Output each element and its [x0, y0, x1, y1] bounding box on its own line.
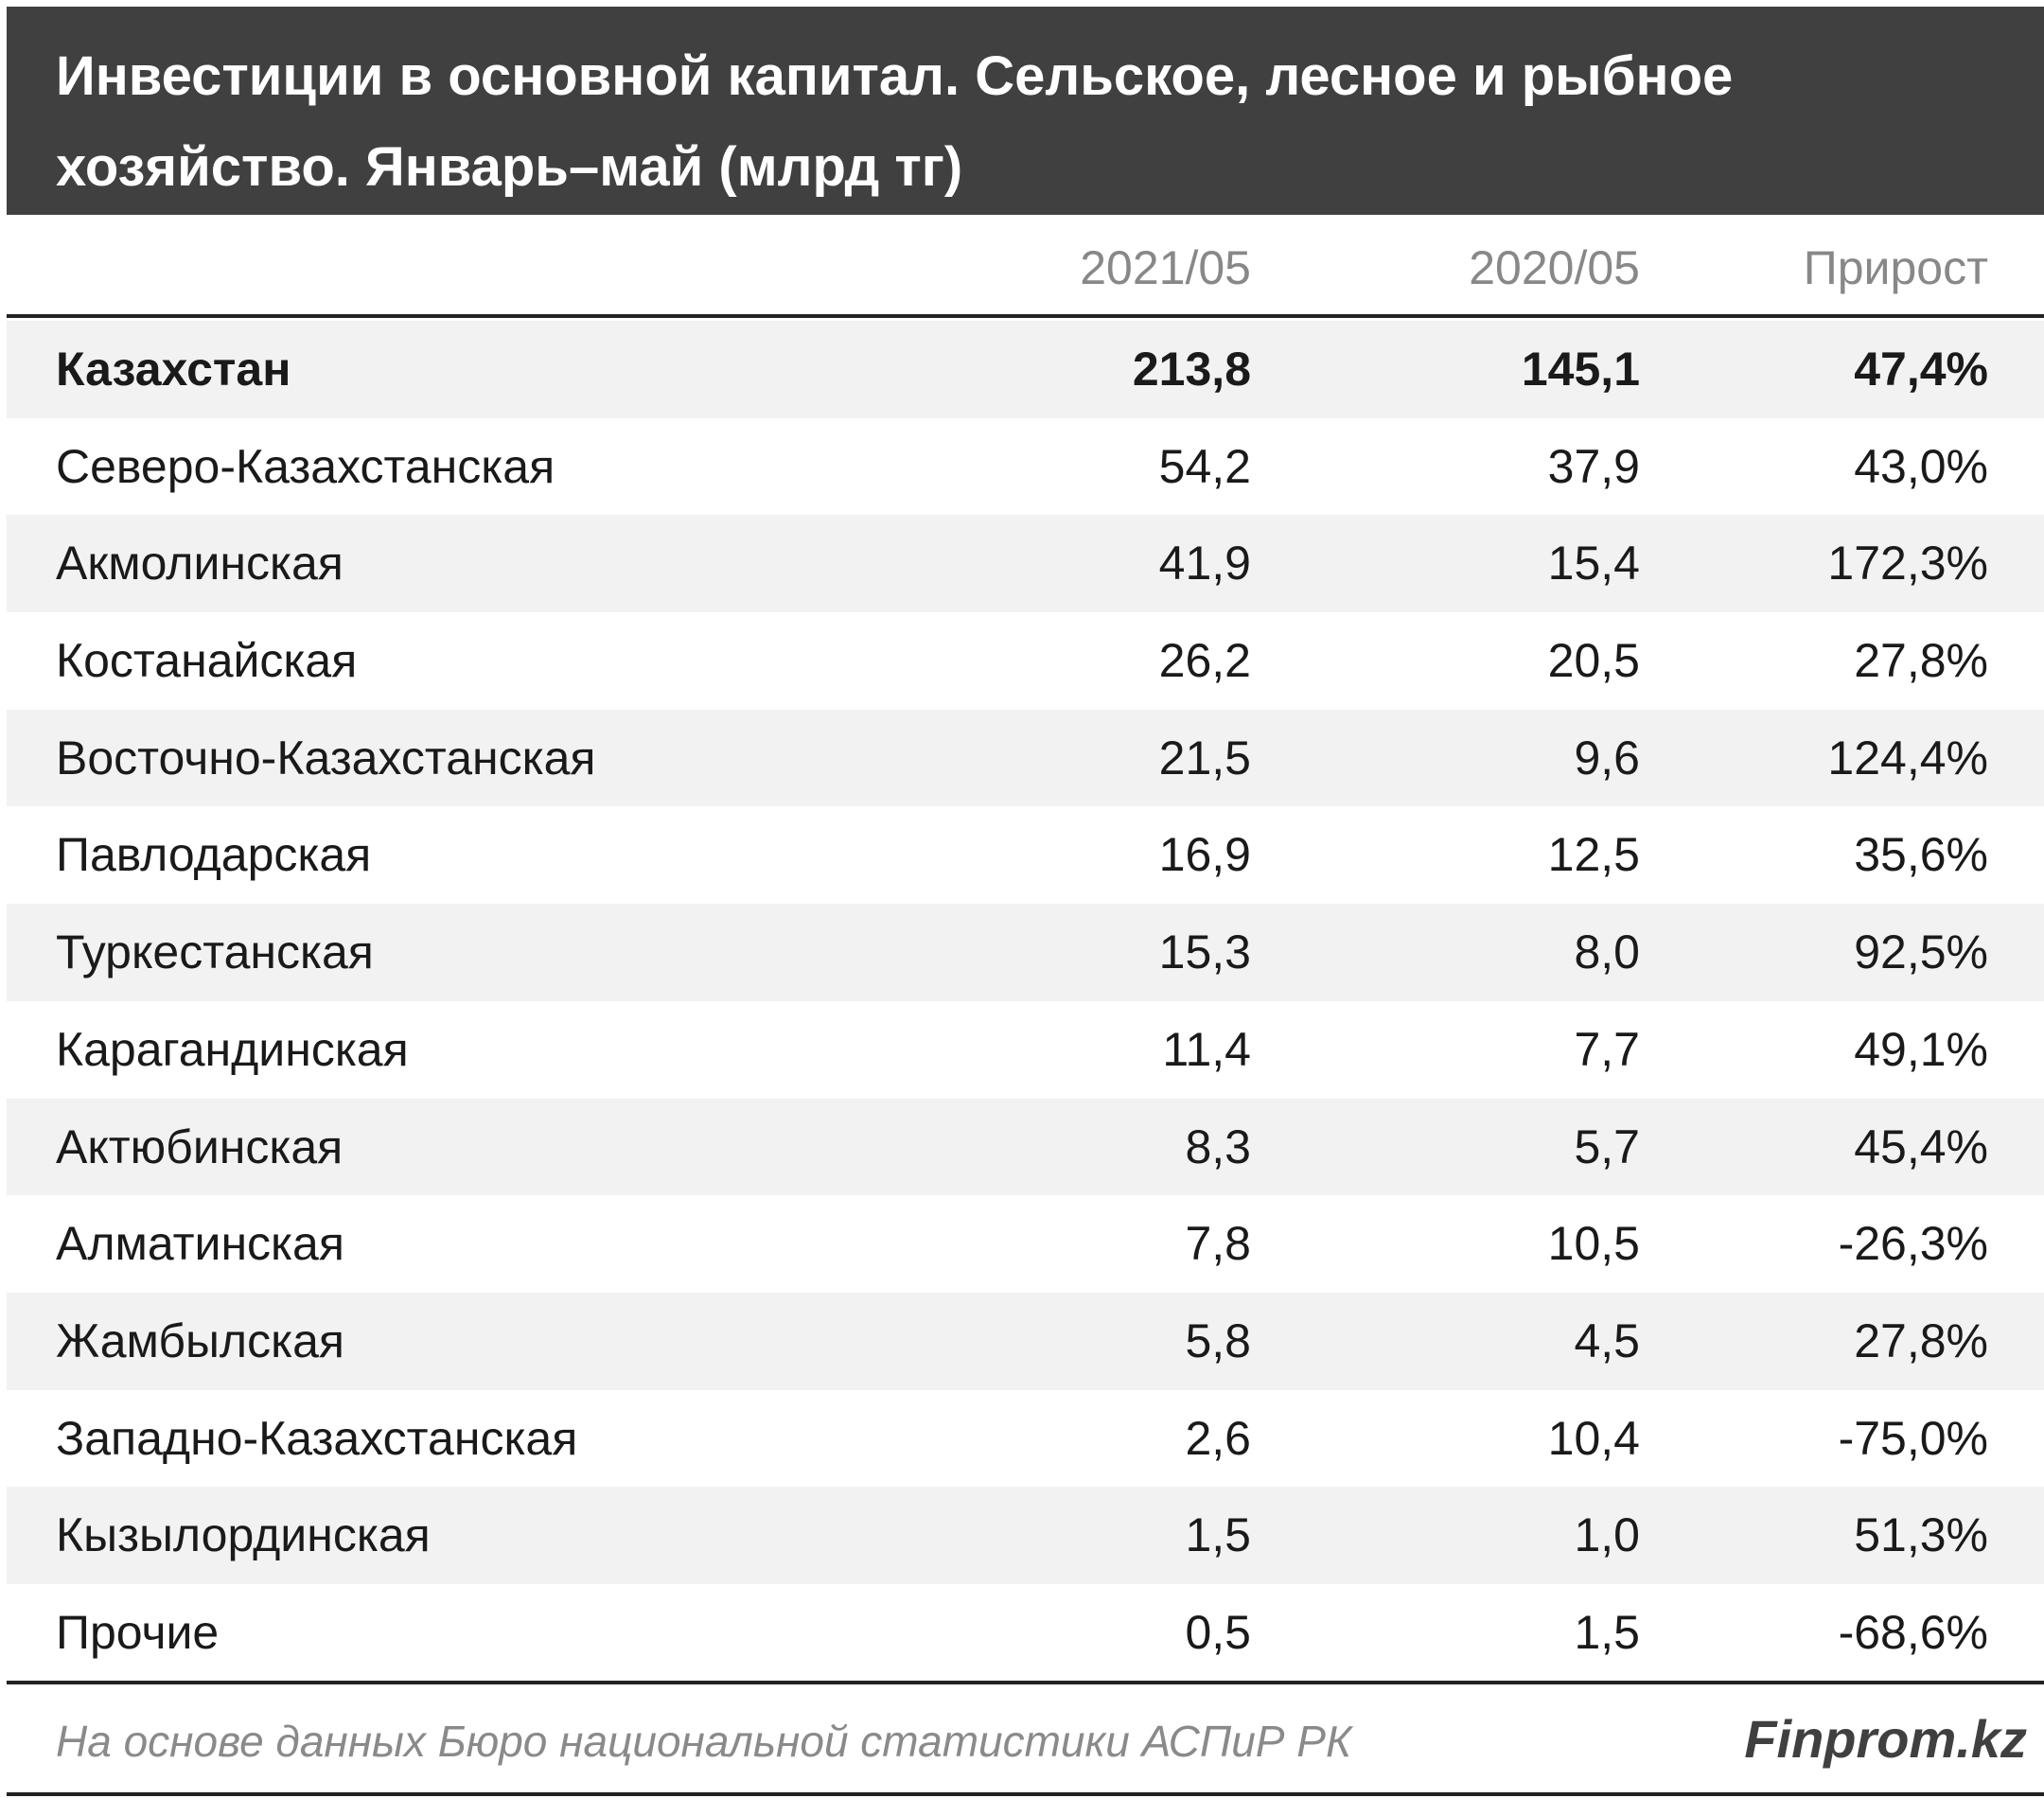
- cell: 9,6: [1574, 731, 1640, 784]
- table-row: Акмолинская 41,9 15,4 172,3%: [7, 515, 2044, 613]
- row-label: Восточно-Казахстанская: [56, 731, 596, 784]
- table-body: Казахстан 213,8 145,1 47,4% Северо-Казахстан…: [7, 321, 2044, 1682]
- cell: 49,1%: [1854, 1022, 1988, 1076]
- table-row: Прочие 0,5 1,5 -68,6%: [7, 1584, 2044, 1682]
- cell: 1,5: [1574, 1605, 1640, 1659]
- title-line: Инвестиции в основной капитал. Сельское,…: [56, 45, 1734, 107]
- row-label: Туркестанская: [56, 925, 374, 979]
- cell: 5,8: [1185, 1313, 1251, 1367]
- row-label: Северо-Казахстанская: [56, 439, 555, 493]
- cell: 8,3: [1185, 1119, 1251, 1173]
- cell: -26,3%: [1838, 1217, 1988, 1271]
- cell: 8,0: [1574, 925, 1640, 979]
- cell: 124,4%: [1827, 731, 1988, 784]
- table-row: Алматинская 7,8 10,5 -26,3%: [7, 1195, 2044, 1293]
- cell: 5,7: [1574, 1119, 1640, 1173]
- cell: -68,6%: [1838, 1605, 1988, 1659]
- cell: -75,0%: [1838, 1411, 1988, 1465]
- title-bar: Инвестиции в основной капитал. Сельское,…: [7, 7, 2044, 215]
- row-label: Западно-Казахстанская: [56, 1411, 578, 1465]
- table-row: Западно-Казахстанская 2,6 10,4 -75,0%: [7, 1390, 2044, 1488]
- table-row: Карагандинская 11,4 7,7 49,1%: [7, 1001, 2044, 1099]
- cell: 37,9: [1547, 439, 1640, 493]
- table-row: Жамбылская 5,8 4,5 27,8%: [7, 1292, 2044, 1390]
- row-label: Павлодарская: [56, 828, 372, 882]
- cell: 10,4: [1547, 1411, 1640, 1465]
- cell: 145,1: [1521, 343, 1640, 396]
- row-label: Костанайская: [56, 634, 358, 688]
- cell: 27,8%: [1854, 634, 1988, 688]
- row-label: Кызылординская: [56, 1508, 431, 1562]
- rule: [7, 1792, 2044, 1796]
- cell: 7,7: [1574, 1022, 1640, 1076]
- brand: Finprom.kz: [1744, 1709, 2027, 1769]
- cell: 41,9: [1158, 537, 1251, 591]
- table-row: Павлодарская 16,9 12,5 35,6%: [7, 806, 2044, 904]
- table-row: Восточно-Казахстанская 21,5 9,6 124,4%: [7, 709, 2044, 807]
- column-header: 2020/05: [1469, 241, 1640, 294]
- cell: 1,0: [1574, 1508, 1640, 1562]
- cell: 11,4: [1162, 1022, 1251, 1076]
- cell: 12,5: [1547, 828, 1640, 882]
- row-label: Актюбинская: [56, 1119, 344, 1173]
- table-row: Кызылординская 1,5 1,0 51,3%: [7, 1487, 2044, 1584]
- row-label: Акмолинская: [56, 537, 344, 591]
- table-row: Казахстан 213,8 145,1 47,4%: [7, 321, 2044, 418]
- cell: 2,6: [1185, 1411, 1251, 1465]
- row-label: Карагандинская: [56, 1022, 409, 1076]
- cell: 1,5: [1185, 1508, 1251, 1562]
- header-row: 2021/05 2020/05 Прирост: [7, 221, 2044, 318]
- column-header: Прирост: [1803, 241, 1988, 294]
- cell: 172,3%: [1827, 537, 1988, 591]
- cell: 15,4: [1547, 537, 1640, 591]
- cell: 92,5%: [1854, 925, 1988, 979]
- title-line: хозяйство. Январь–май (млрд тг): [56, 136, 963, 198]
- table-row: Туркестанская 15,3 8,0 92,5%: [7, 904, 2044, 1001]
- cell: 21,5: [1158, 731, 1251, 784]
- cell: 27,8%: [1854, 1313, 1988, 1367]
- cell: 26,2: [1158, 634, 1251, 688]
- cell: 51,3%: [1854, 1508, 1988, 1562]
- row-label: Жамбылская: [56, 1313, 344, 1367]
- row-label: Прочие: [56, 1605, 220, 1659]
- cell: 35,6%: [1854, 828, 1988, 882]
- cell: 45,4%: [1854, 1119, 1988, 1173]
- cell: 4,5: [1574, 1313, 1640, 1367]
- cell: 213,8: [1132, 343, 1251, 396]
- cell: 7,8: [1185, 1217, 1251, 1271]
- table-row: Северо-Казахстанская 54,2 37,9 43,0%: [7, 418, 2044, 516]
- rule: [7, 1681, 2044, 1684]
- cell: 0,5: [1185, 1605, 1251, 1659]
- row-label: Казахстан: [56, 343, 291, 396]
- cell: 15,3: [1158, 925, 1251, 979]
- table-row: Актюбинская 8,3 5,7 45,4%: [7, 1098, 2044, 1196]
- source-note: На основе данных Бюро национальной стати…: [56, 1717, 1352, 1766]
- table-row: Костанайская 26,2 20,5 27,8%: [7, 612, 2044, 710]
- cell: 54,2: [1158, 439, 1251, 493]
- cell: 20,5: [1547, 634, 1640, 688]
- cell: 10,5: [1547, 1217, 1640, 1271]
- cell: 43,0%: [1854, 439, 1988, 493]
- cell: 16,9: [1158, 828, 1251, 882]
- column-header: 2021/05: [1080, 241, 1251, 294]
- cell: 47,4%: [1854, 343, 1988, 396]
- row-label: Алматинская: [56, 1217, 344, 1271]
